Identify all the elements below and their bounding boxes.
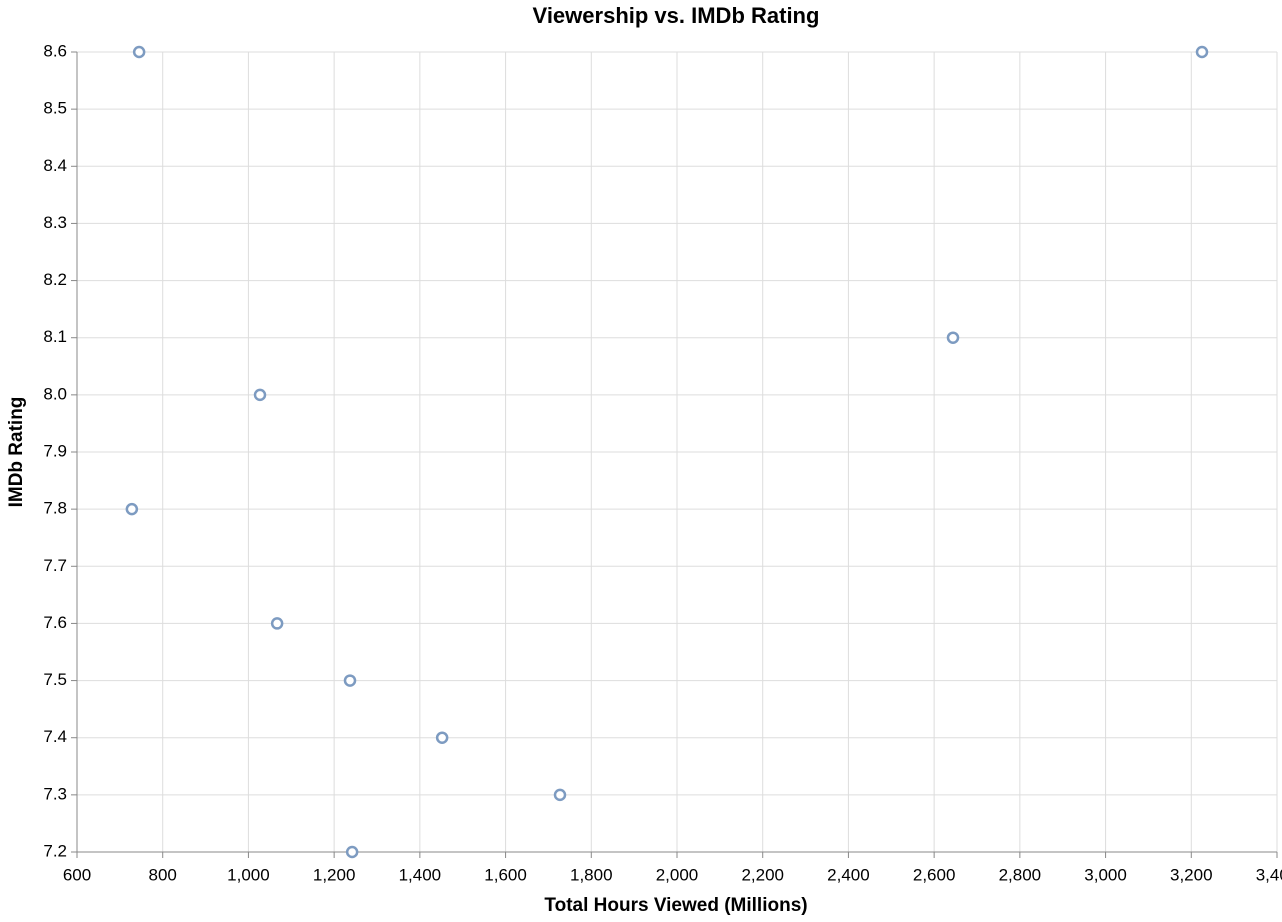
y-tick-label: 7.2 <box>43 841 67 860</box>
x-tick-label: 2,000 <box>656 865 699 884</box>
y-tick-label: 8.6 <box>43 41 67 60</box>
y-tick-label: 7.9 <box>43 441 67 460</box>
y-tick-label: 7.5 <box>43 670 67 689</box>
x-tick-label: 2,800 <box>999 865 1042 884</box>
point <box>270 617 284 630</box>
point <box>125 502 139 516</box>
point <box>253 388 267 402</box>
x-tick-label: 1,600 <box>484 865 527 884</box>
y-tick-label: 7.7 <box>43 556 67 575</box>
point <box>345 845 359 859</box>
x-tick-label: 2,600 <box>913 865 956 884</box>
x-tick-label: 3,000 <box>1084 865 1127 884</box>
y-tick-label: 8.2 <box>43 270 67 289</box>
y-tick-label: 8.3 <box>43 213 67 232</box>
x-tick-label: 1,000 <box>227 865 270 884</box>
y-tick-label: 7.3 <box>43 784 67 803</box>
x-tick-label: 3,200 <box>1170 865 1213 884</box>
x-tick-label: 2,200 <box>741 865 784 884</box>
y-tick-label: 8.1 <box>43 327 67 346</box>
x-tick-label: 1,400 <box>399 865 442 884</box>
point <box>435 731 449 744</box>
y-tick-label: 8.4 <box>43 156 67 175</box>
chart-title: Viewership vs. IMDb Rating <box>533 3 820 28</box>
y-tick-label: 7.4 <box>43 727 67 746</box>
x-tick-label: 1,200 <box>313 865 356 884</box>
x-tick-label: 600 <box>63 865 91 884</box>
x-tick-label: 2,400 <box>827 865 870 884</box>
y-tick-label: 7.8 <box>43 499 67 518</box>
y-axis-title: IMDb Rating <box>6 397 27 508</box>
point <box>132 45 146 59</box>
point <box>946 331 960 344</box>
x-axis-title: Total Hours Viewed (Millions) <box>544 895 807 916</box>
x-tick-label: 3,400 <box>1256 865 1282 884</box>
x-tick-label: 1,800 <box>570 865 613 884</box>
point <box>343 674 357 687</box>
x-tick-label: 800 <box>149 865 177 884</box>
y-tick-label: 8.5 <box>43 99 67 118</box>
point <box>553 788 567 802</box>
y-tick-label: 8.0 <box>43 384 67 403</box>
y-tick-label: 7.6 <box>43 613 67 632</box>
point <box>1195 45 1209 59</box>
